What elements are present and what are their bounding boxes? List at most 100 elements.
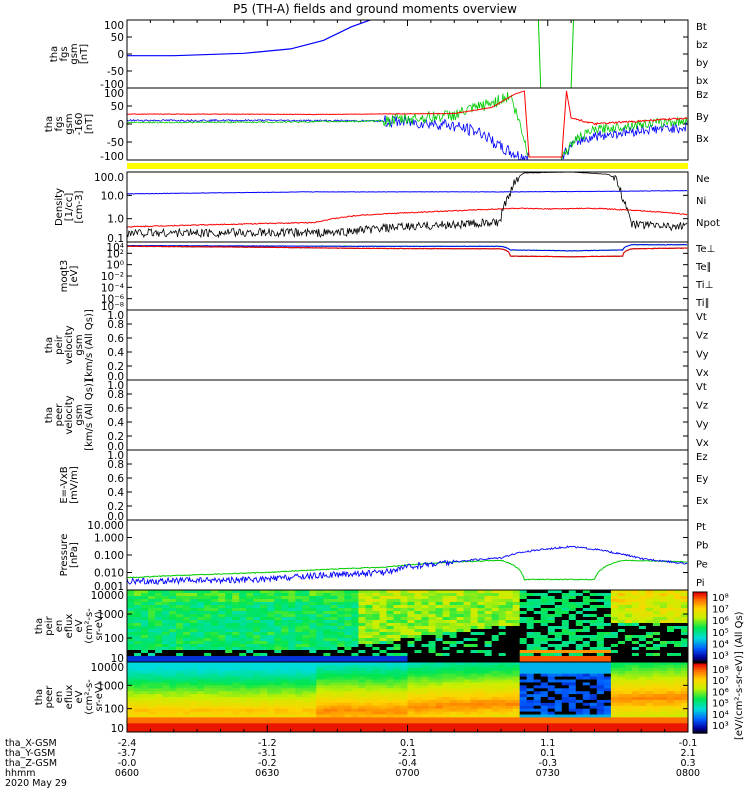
peer-spectrogram-cell <box>582 720 591 724</box>
peer-spectrogram-cell <box>393 670 402 675</box>
peer-spectrogram-cell <box>638 708 647 713</box>
peer-spectrogram-cell <box>568 729 577 732</box>
peir-spectrogram-cell <box>379 641 388 645</box>
peer-spectrogram-cell <box>526 694 535 698</box>
peer-spectrogram-cell <box>631 694 640 698</box>
peer-spectrogram-cell <box>582 682 591 686</box>
peir-spectrogram-cell <box>141 593 149 597</box>
peer-spectrogram-cell <box>358 711 366 716</box>
peir-spectrogram-cell <box>211 593 219 597</box>
ylabel-line-efield: E=-VxB <box>59 466 70 503</box>
peer-spectrogram-cell <box>239 723 247 727</box>
peer-spectrogram-cell <box>267 699 275 704</box>
peer-spectrogram-cell <box>449 729 458 732</box>
colorbar-lower-cell <box>693 670 707 673</box>
peer-spectrogram-cell <box>582 673 591 678</box>
peer-spectrogram-cell <box>253 723 261 727</box>
peer-spectrogram-cell <box>414 729 423 732</box>
peir-spectrogram-cell <box>295 611 303 615</box>
peir-spectrogram-cell <box>267 659 275 662</box>
peir-spectrogram-cell <box>484 617 493 621</box>
ylabel-line-density: [1/cc] <box>64 193 75 222</box>
peir-spectrogram-cell <box>505 620 514 624</box>
peer-spectrogram-cell <box>526 685 535 689</box>
peer-spectrogram-cell <box>134 729 142 732</box>
peer-spectrogram-cell <box>484 705 493 710</box>
peer-spectrogram-cell <box>400 688 409 692</box>
peir-spectrogram-cell <box>596 599 605 603</box>
peir-spectrogram-cell <box>610 638 619 642</box>
peir-spectrogram-cell <box>631 659 640 662</box>
peir-spectrogram-cell <box>351 620 359 624</box>
legend-fgs-Bt: Bt <box>696 22 707 33</box>
peer-spectrogram-cell <box>484 729 493 732</box>
peer-spectrogram-cell <box>491 688 500 692</box>
ylabel-temp: moqt3 [eV] <box>59 260 80 293</box>
peer-spectrogram-cell <box>505 699 514 704</box>
peir-spectrogram-cell <box>351 602 359 606</box>
peer-spectrogram-cell <box>610 729 619 732</box>
peir-spectrogram-cell <box>127 620 135 624</box>
peir-spectrogram-cell <box>617 608 626 612</box>
peer-spectrogram-cell <box>414 685 423 689</box>
peer-spectrogram-cell <box>302 670 310 675</box>
peir-spectrogram-cell <box>505 602 514 606</box>
peer-spectrogram-cell <box>477 717 486 721</box>
peer-spectrogram-cell <box>561 723 570 727</box>
peer-spectrogram-cell <box>393 729 402 732</box>
ytick-label-peer_v: 0.2 <box>107 431 124 443</box>
pressure-series <box>127 545 688 586</box>
peer-spectrogram-cell <box>386 699 395 704</box>
peir-spectrogram-cell <box>449 632 458 636</box>
peir-spectrogram-cell <box>617 638 626 642</box>
peir-spectrogram-cell <box>218 590 226 594</box>
peir-spectrogram-cell <box>435 590 444 594</box>
peir-spectrogram-cell <box>603 641 612 645</box>
peir-spectrogram-cell <box>288 590 296 594</box>
peer-spectrogram-cell <box>288 729 296 732</box>
peir-spectrogram-cell <box>667 602 675 606</box>
peir-spectrogram-cell <box>239 644 247 648</box>
peer-spectrogram-cell <box>449 708 458 713</box>
peir-spectrogram-cell <box>274 647 282 651</box>
peer-spectrogram-cell <box>162 711 170 716</box>
peer-spectrogram-cell <box>568 691 577 695</box>
peir-spectrogram-cell <box>162 629 170 633</box>
peir-spectrogram-cell <box>134 593 142 597</box>
peir-spectrogram-cell <box>575 596 584 600</box>
peer-spectrogram-cell <box>162 679 170 683</box>
peir-spectrogram-cell <box>667 620 675 624</box>
peer-spectrogram-cell <box>393 694 402 698</box>
peir-spectrogram-cell <box>568 614 577 618</box>
peir-spectrogram-cell <box>477 626 486 630</box>
peer-spectrogram-cell <box>547 702 556 707</box>
peir-spectrogram-cell <box>225 641 233 645</box>
peer-spectrogram-cell <box>624 708 633 713</box>
peer-spectrogram-cell <box>379 705 388 710</box>
peer-spectrogram-cell <box>330 664 338 669</box>
peir-spectrogram-cell <box>575 602 584 606</box>
peir-spectrogram-cell <box>421 611 430 615</box>
peer-spectrogram-cell <box>344 711 352 716</box>
peer-spectrogram-cell <box>498 726 507 730</box>
peir-spectrogram-cell <box>442 602 451 606</box>
ylabel-line-fgs_dsl: tha <box>44 116 55 132</box>
peir-spectrogram-cell <box>533 602 542 606</box>
peir-spectrogram-cell <box>414 644 423 648</box>
peir-spectrogram-cell <box>225 638 233 642</box>
peer-spectrogram-cell <box>183 726 191 730</box>
peer-spectrogram-cell <box>505 670 514 675</box>
peer-spectrogram-cell <box>260 711 268 716</box>
ylabel-line-fgs_dsl: [nT] <box>84 114 95 134</box>
peir-spectrogram-cell <box>414 599 423 603</box>
peir-spectrogram-cell <box>309 632 317 636</box>
peir-spectrogram-cell <box>386 593 395 597</box>
peer-spectrogram-cell <box>162 708 170 713</box>
peir-spectrogram-cell <box>288 596 296 600</box>
peer-spectrogram-cell <box>645 662 654 666</box>
peer-spectrogram-cell <box>561 670 570 675</box>
peer-spectrogram-cell <box>134 726 142 730</box>
peer-spectrogram-cell <box>442 670 451 675</box>
peer-spectrogram-cell <box>351 723 359 727</box>
peer-spectrogram-cell <box>393 685 402 689</box>
